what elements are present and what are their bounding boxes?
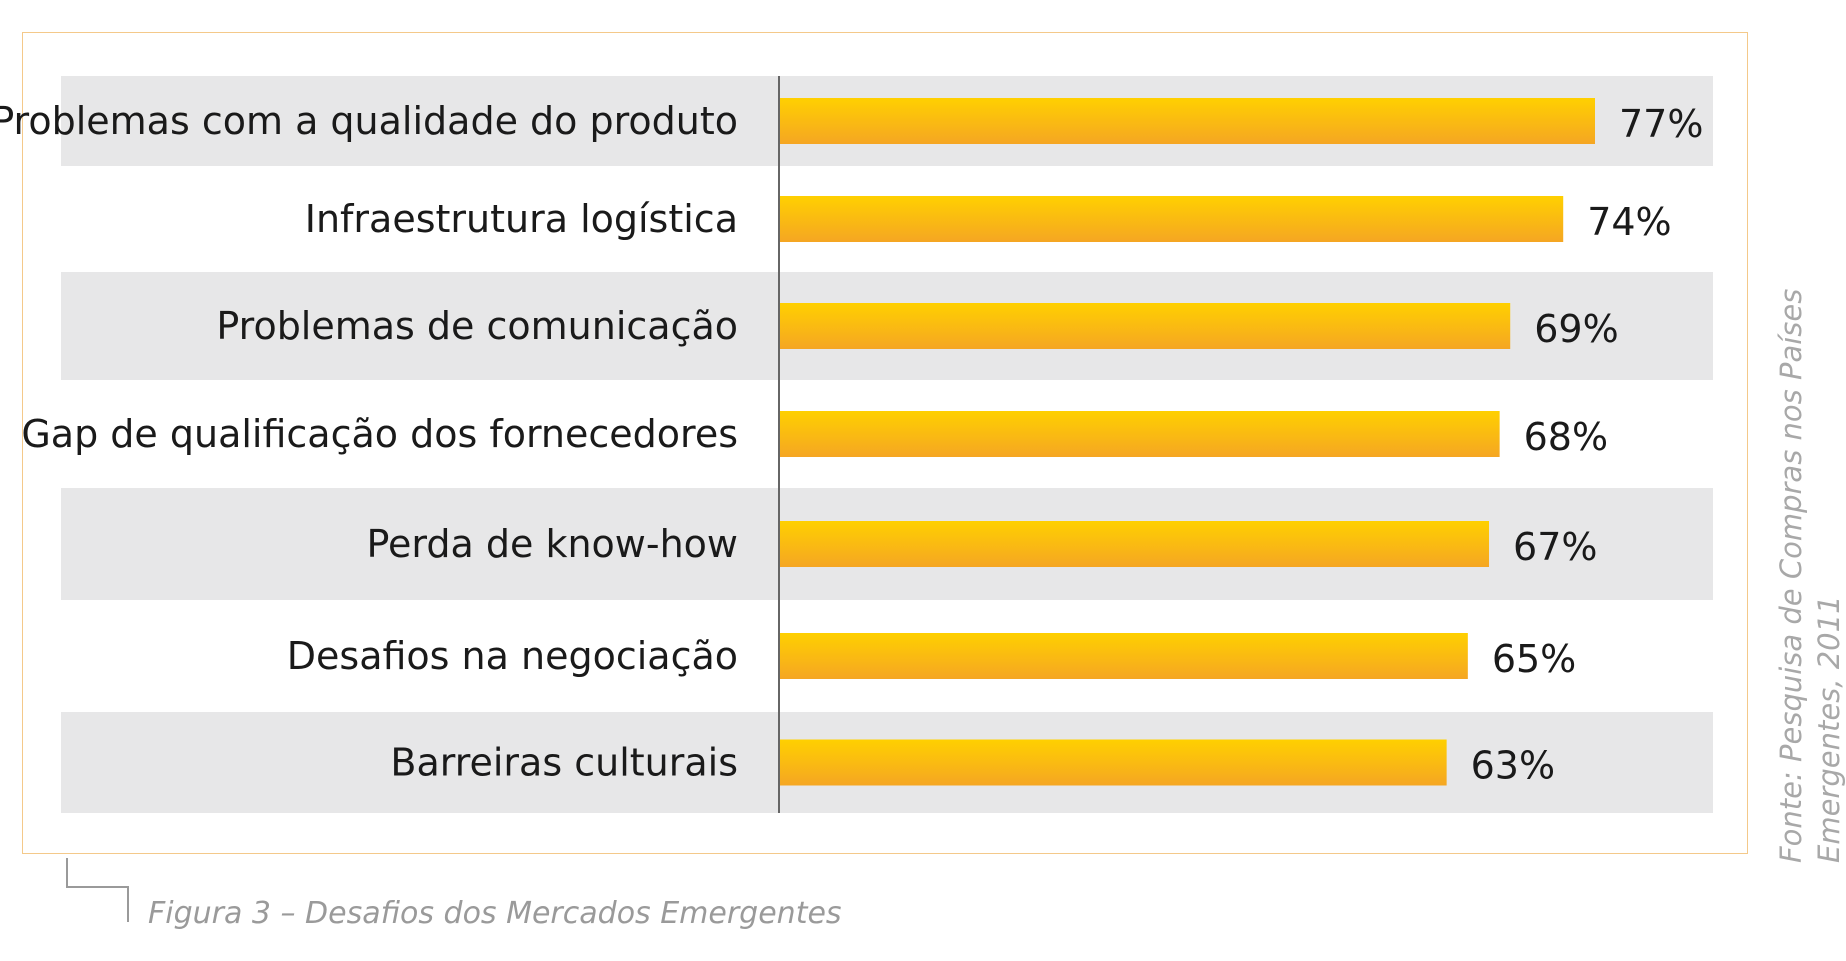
category-label: Perda de know-how: [366, 522, 738, 566]
category-label: Problemas de comunicação: [216, 304, 738, 348]
category-label: Desafios na negociação: [287, 634, 738, 678]
value-label: 77%: [1619, 102, 1703, 146]
bar: [779, 739, 1447, 786]
source-note: Fonte: Pesquisa de Compras nos Países Em…: [1772, 288, 1846, 863]
bar: [779, 196, 1564, 242]
value-label: 65%: [1492, 637, 1576, 681]
category-label: Problemas com a qualidade do produto: [0, 99, 738, 143]
bar: [779, 411, 1500, 457]
bar: [779, 98, 1595, 144]
source-line-2: Emergentes, 2011: [1812, 595, 1846, 863]
bar: [779, 521, 1490, 567]
bar: [779, 303, 1511, 349]
source-line-1: Fonte: Pesquisa de Compras nos Países: [1774, 288, 1808, 863]
category-label: Barreiras culturais: [390, 741, 738, 785]
value-label: 63%: [1471, 744, 1555, 788]
value-label: 74%: [1587, 200, 1671, 244]
chart-frame: [22, 32, 1748, 854]
category-label: Gap de qualificação dos fornecedores: [21, 412, 738, 456]
value-label: 67%: [1513, 525, 1597, 569]
value-label: 69%: [1534, 307, 1618, 351]
value-label: 68%: [1524, 415, 1608, 459]
category-label: Infraestrutura logística: [305, 197, 738, 241]
caption-bracket: [66, 858, 129, 922]
figure-caption: Figura 3 – Desafios dos Mercados Emergen…: [148, 896, 842, 931]
bar: [779, 633, 1468, 679]
